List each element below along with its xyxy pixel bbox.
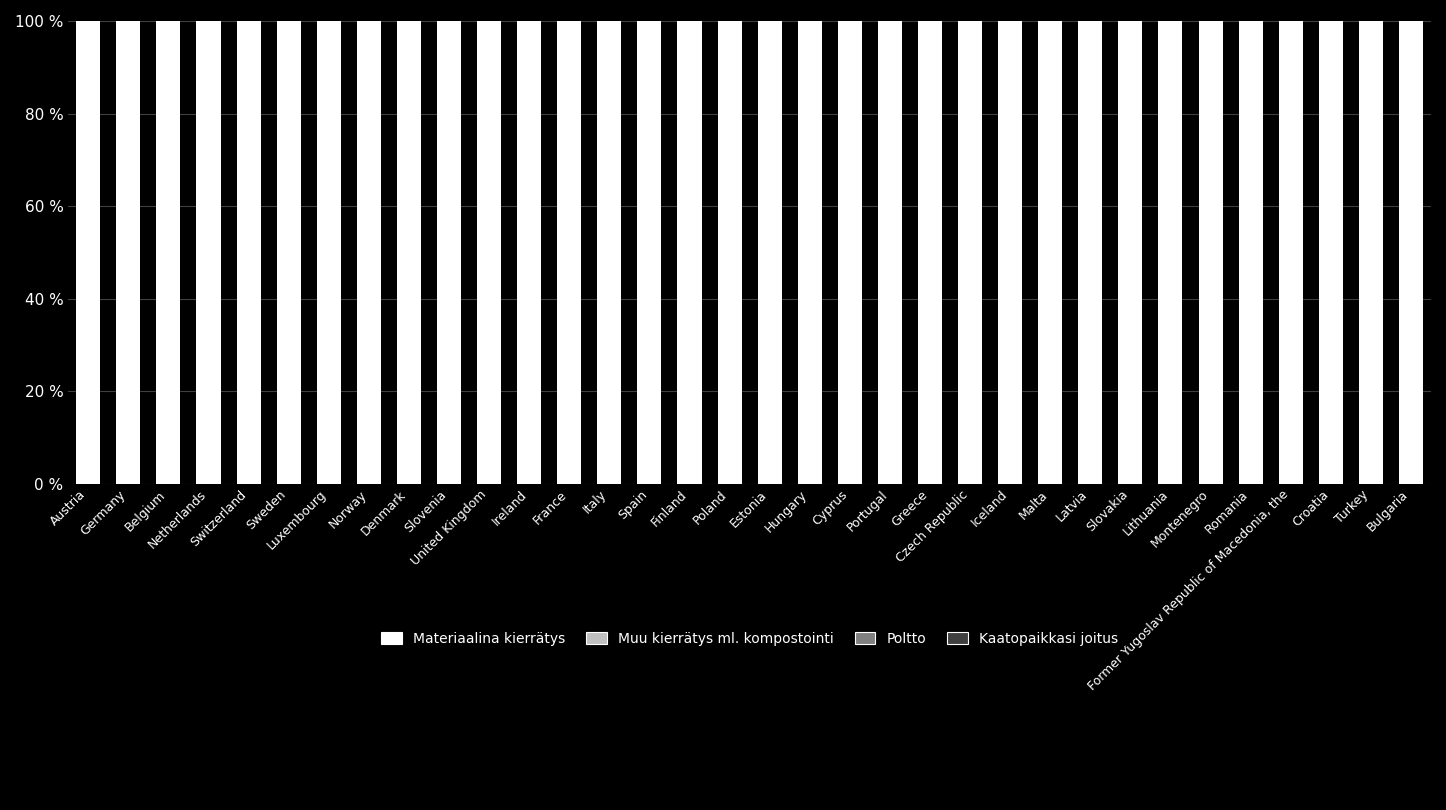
Bar [878, 21, 902, 484]
Bar [798, 21, 821, 484]
Bar [477, 21, 502, 484]
Bar [1118, 21, 1142, 484]
Bar [959, 21, 982, 484]
Bar [1319, 21, 1343, 484]
Bar [758, 21, 782, 484]
Bar [1038, 21, 1063, 484]
Bar [1158, 21, 1183, 484]
Bar [518, 21, 541, 484]
Bar [77, 21, 100, 484]
Bar [1239, 21, 1262, 484]
Bar [678, 21, 701, 484]
Bar [357, 21, 380, 484]
Bar [197, 21, 221, 484]
Bar [396, 21, 421, 484]
Bar [1359, 21, 1382, 484]
Bar [998, 21, 1022, 484]
Bar [317, 21, 341, 484]
Bar [437, 21, 461, 484]
Bar [557, 21, 581, 484]
Bar [597, 21, 622, 484]
Bar [237, 21, 260, 484]
Bar [156, 21, 181, 484]
Bar [837, 21, 862, 484]
Bar [1079, 21, 1102, 484]
Legend: Materiaalina kierrätys, Muu kierrätys ml. kompostointi, Poltto, Kaatopaikkasi jo: Materiaalina kierrätys, Muu kierrätys ml… [375, 625, 1125, 653]
Bar [1398, 21, 1423, 484]
Bar [638, 21, 661, 484]
Bar [717, 21, 742, 484]
Bar [1199, 21, 1222, 484]
Bar [276, 21, 301, 484]
Bar [918, 21, 941, 484]
Bar [1278, 21, 1303, 484]
Bar [116, 21, 140, 484]
